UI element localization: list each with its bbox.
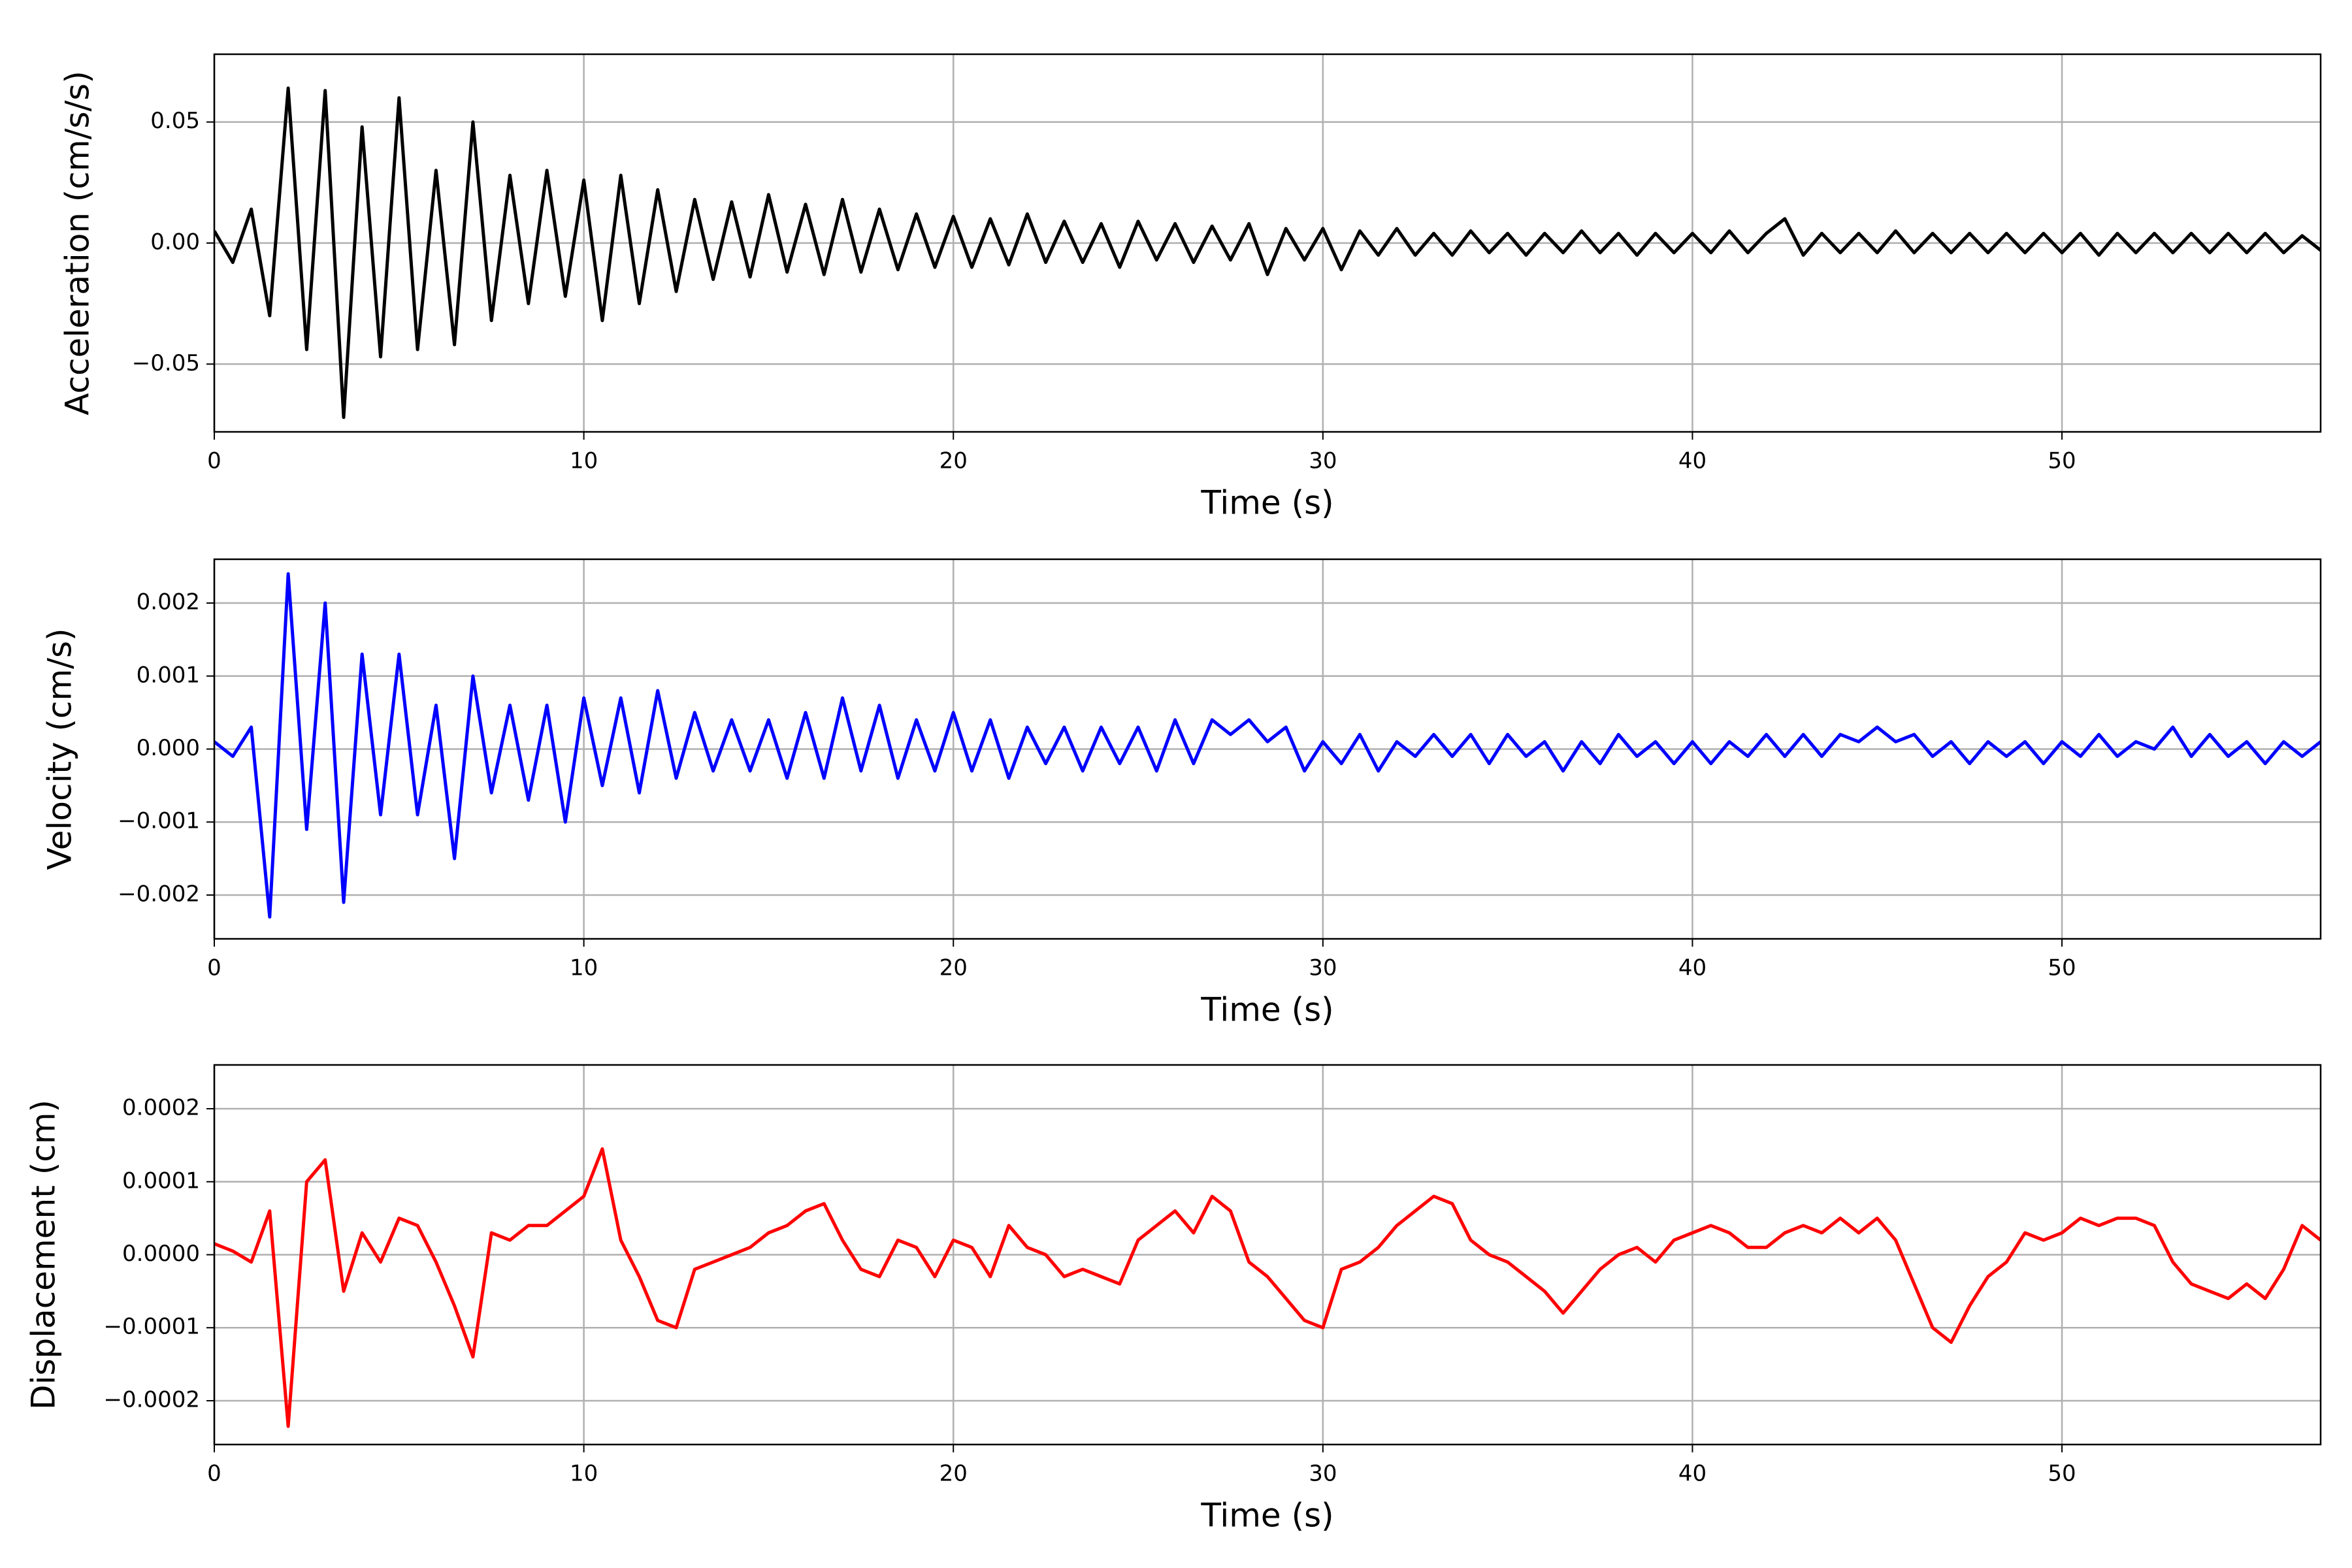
y-tick-label: 0.0002 [122, 1095, 200, 1121]
y-tick-label: 0.001 [137, 662, 200, 688]
y-axis-label: Velocity (cm/s) [41, 628, 79, 870]
y-tick-label: 0.000 [137, 735, 200, 761]
y-tick-label: 0.0000 [122, 1241, 200, 1267]
data-line [214, 572, 2321, 919]
y-axis-label: Displacement (cm) [25, 1100, 63, 1410]
axes-frame [213, 53, 2322, 433]
y-tick-label: −0.002 [118, 881, 200, 907]
x-tick-label: 50 [2048, 448, 2076, 474]
x-tick-label: 50 [2048, 1461, 2076, 1487]
y-tick-label: 0.05 [150, 108, 200, 134]
x-tick-label: 40 [1678, 1461, 1707, 1487]
axes: 0 10 20 30 40 50 −0.0002 −0.0001 0.0000 0.0001 0.0… [104, 1065, 2321, 1487]
y-tick-label: −0.0002 [104, 1386, 200, 1413]
x-tick-label: 40 [1678, 955, 1707, 981]
y-tick-label: 0.00 [150, 229, 200, 255]
x-tick-label: 10 [570, 955, 598, 981]
x-tick-label: 0 [207, 448, 221, 474]
x-tick-label: 20 [939, 1461, 968, 1487]
x-tick-label: 10 [570, 448, 598, 474]
axes: 0 10 20 30 40 50 −0.05 0.00 0.05 [132, 54, 2321, 474]
axes: 0 10 20 30 40 50 −0.002 −0.001 0.000 0.001 0.002 [118, 559, 2321, 981]
y-tick-label: 0.002 [137, 589, 200, 615]
x-axis-label: Time (s) [1200, 484, 1333, 522]
x-tick-label: 30 [1309, 448, 1337, 474]
y-axis-label: Acceleration (cm/s/s) [59, 71, 97, 416]
x-tick-label: 30 [1309, 955, 1337, 981]
data-line [214, 1147, 2321, 1428]
y-tick-label: −0.0001 [104, 1314, 200, 1340]
axes-frame [213, 558, 2322, 940]
x-tick-label: 30 [1309, 1461, 1337, 1487]
y-tick-label: 0.0001 [122, 1168, 200, 1194]
axes-frame [213, 1064, 2322, 1446]
y-tick-label: −0.001 [118, 808, 200, 834]
x-axis-label: Time (s) [1200, 991, 1333, 1029]
x-tick-label: 0 [207, 955, 221, 981]
x-tick-label: 50 [2048, 955, 2076, 981]
x-tick-label: 20 [939, 448, 968, 474]
x-tick-label: 0 [207, 1461, 221, 1487]
data-line [214, 86, 2321, 419]
x-axis-label: Time (s) [1200, 1497, 1333, 1535]
x-tick-label: 10 [570, 1461, 598, 1487]
x-tick-label: 40 [1678, 448, 1707, 474]
y-tick-label: −0.05 [132, 350, 200, 376]
x-tick-label: 20 [939, 955, 968, 981]
